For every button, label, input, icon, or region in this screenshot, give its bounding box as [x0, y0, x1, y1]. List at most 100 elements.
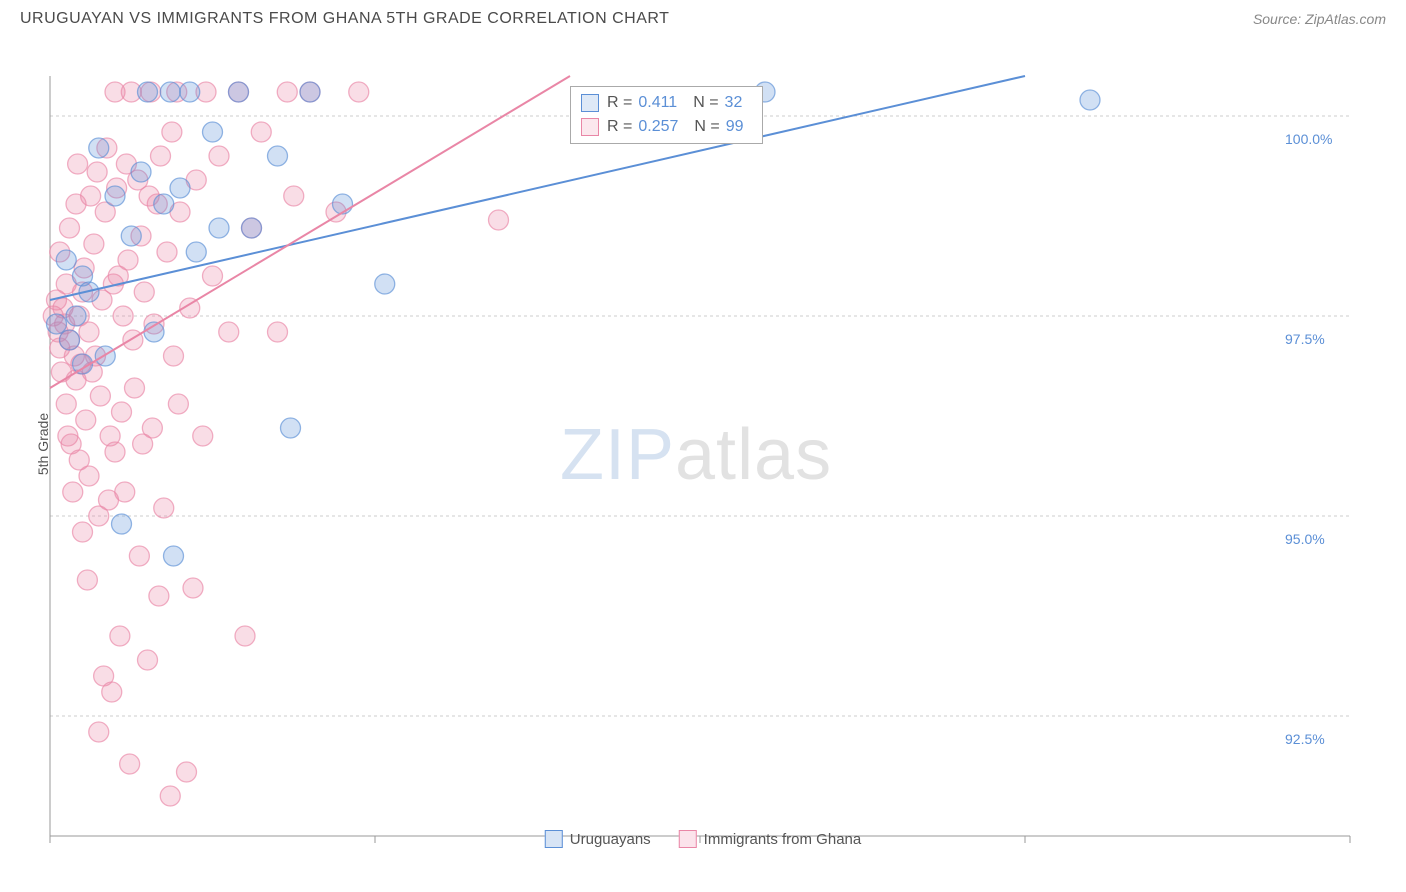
data-point	[73, 522, 93, 542]
stat-n-value: 99	[726, 115, 744, 139]
chart-area: 5th Grade 92.5%95.0%97.5%100.0%0.0%40.0%…	[0, 34, 1406, 854]
data-point	[209, 146, 229, 166]
data-point	[105, 442, 125, 462]
data-point	[81, 186, 101, 206]
data-point	[79, 322, 99, 342]
y-tick-label: 92.5%	[1285, 731, 1325, 747]
stat-n-label: N =	[694, 115, 719, 139]
data-point	[115, 482, 135, 502]
legend-swatch	[545, 830, 563, 848]
data-point	[1080, 90, 1100, 110]
data-point	[105, 186, 125, 206]
data-point	[129, 546, 149, 566]
data-point	[209, 218, 229, 238]
legend-swatch	[581, 94, 599, 112]
data-point	[125, 378, 145, 398]
data-point	[349, 82, 369, 102]
data-point	[134, 282, 154, 302]
data-point	[131, 162, 151, 182]
chart-header: URUGUAYAN VS IMMIGRANTS FROM GHANA 5TH G…	[0, 0, 1406, 34]
data-point	[118, 250, 138, 270]
data-point	[203, 266, 223, 286]
data-point	[120, 754, 140, 774]
legend-stat-row: R =0.411N =32	[581, 91, 752, 115]
data-point	[300, 82, 320, 102]
data-point	[489, 210, 509, 230]
data-point	[76, 410, 96, 430]
data-point	[56, 250, 76, 270]
data-point	[235, 626, 255, 646]
data-point	[110, 626, 130, 646]
data-point	[121, 226, 141, 246]
stat-r-value: 0.257	[638, 115, 678, 139]
legend-item: Uruguayans	[545, 830, 651, 848]
data-point	[186, 242, 206, 262]
data-point	[193, 426, 213, 446]
y-tick-label: 97.5%	[1285, 331, 1325, 347]
data-point	[154, 194, 174, 214]
data-point	[160, 786, 180, 806]
data-point	[87, 162, 107, 182]
data-point	[151, 146, 171, 166]
legend-stat-row: R =0.257 N = 99	[581, 115, 752, 139]
stat-r-label: R =	[607, 91, 632, 115]
data-point	[47, 314, 67, 334]
data-point	[63, 482, 83, 502]
x-tick-label: 40.0%	[1328, 853, 1368, 854]
data-point	[162, 122, 182, 142]
data-point	[284, 186, 304, 206]
data-point	[79, 466, 99, 486]
stat-r-label: R =	[607, 115, 632, 139]
data-point	[77, 570, 97, 590]
data-point	[102, 682, 122, 702]
scatter-chart: 92.5%95.0%97.5%100.0%0.0%40.0%	[0, 34, 1406, 854]
data-point	[170, 178, 190, 198]
data-point	[164, 346, 184, 366]
data-point	[242, 218, 262, 238]
data-point	[89, 138, 109, 158]
stat-n-label: N =	[693, 91, 718, 115]
data-point	[142, 418, 162, 438]
chart-title: URUGUAYAN VS IMMIGRANTS FROM GHANA 5TH G…	[20, 10, 669, 28]
data-point	[113, 306, 133, 326]
data-point	[183, 578, 203, 598]
data-point	[168, 394, 188, 414]
data-point	[149, 586, 169, 606]
data-point	[219, 322, 239, 342]
data-point	[203, 122, 223, 142]
data-point	[84, 234, 104, 254]
data-point	[268, 146, 288, 166]
y-tick-label: 100.0%	[1285, 131, 1332, 147]
data-point	[154, 498, 174, 518]
data-point	[180, 82, 200, 102]
data-point	[251, 122, 271, 142]
correlation-legend: R =0.411N =32R =0.257N =99	[570, 86, 763, 144]
data-point	[157, 242, 177, 262]
y-axis-label: 5th Grade	[35, 413, 51, 475]
chart-source: Source: ZipAtlas.com	[1253, 11, 1386, 27]
series-legend: Uruguayans Immigrants from Ghana	[545, 830, 861, 848]
data-point	[229, 82, 249, 102]
data-point	[60, 330, 80, 350]
data-point	[277, 82, 297, 102]
legend-swatch	[679, 830, 697, 848]
data-point	[164, 546, 184, 566]
data-point	[375, 274, 395, 294]
data-point	[160, 82, 180, 102]
data-point	[333, 194, 353, 214]
data-point	[66, 306, 86, 326]
legend-label: Uruguayans	[570, 831, 651, 848]
data-point	[268, 322, 288, 342]
data-point	[138, 650, 158, 670]
legend-item: Immigrants from Ghana	[679, 830, 862, 848]
data-point	[177, 762, 197, 782]
data-point	[138, 82, 158, 102]
data-point	[56, 394, 76, 414]
data-point	[112, 402, 132, 422]
data-point	[89, 722, 109, 742]
legend-label: Immigrants from Ghana	[704, 831, 862, 848]
stat-n-value: 32	[725, 91, 743, 115]
x-tick-label: 0.0%	[36, 853, 68, 854]
data-point	[68, 154, 88, 174]
data-point	[60, 218, 80, 238]
